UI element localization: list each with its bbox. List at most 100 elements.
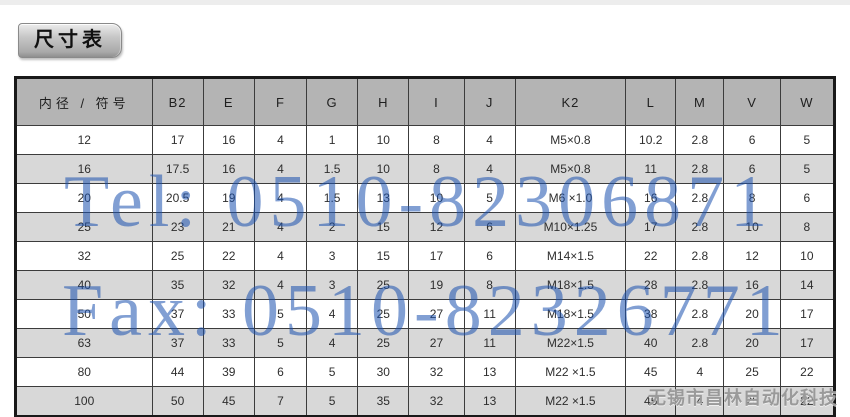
table-cell: 3 bbox=[306, 270, 359, 300]
table-cell: 4 bbox=[253, 154, 308, 184]
table-cell: 1 bbox=[306, 125, 359, 155]
table-cell: 2.8 bbox=[675, 328, 725, 358]
column-header: L bbox=[625, 77, 677, 126]
table-cell: 40 bbox=[15, 270, 153, 300]
dimension-table-wrap: 内径 / 符号 B2 E F G H I J K2 L M V W 12 17 16 4 1 10 8 4 M5×0.8… bbox=[14, 76, 836, 417]
table-cell: 100 bbox=[15, 386, 153, 417]
table-row: 20 20.5 19 4 1.5 13 10 5 M6 ×1.0 16 2.8 8 6 bbox=[15, 183, 836, 213]
table-row: 50 37 33 5 4 25 27 11 M18×1.5 38 2.8 20 17 bbox=[15, 299, 836, 329]
company-watermark: 无锡市昌林自动化科技 bbox=[648, 388, 838, 408]
column-header: K2 bbox=[514, 77, 627, 126]
table-cell: 5 bbox=[253, 328, 308, 358]
table-cell: 13 bbox=[463, 386, 516, 417]
table-cell: 63 bbox=[15, 328, 153, 358]
table-cell: 5 bbox=[779, 154, 836, 184]
table-cell: 8 bbox=[408, 125, 465, 155]
table-cell: 12 bbox=[15, 125, 153, 155]
table-cell: 45 bbox=[625, 386, 677, 417]
table-cell: 3 bbox=[306, 241, 359, 271]
table-cell: M5×0.8 bbox=[514, 125, 627, 155]
table-cell: 10 bbox=[357, 154, 410, 184]
table-cell: M18×1.5 bbox=[514, 270, 627, 300]
table-cell: 17 bbox=[779, 299, 836, 329]
table-row: 40 35 32 4 3 25 19 8 M18×1.5 28 2.8 16 14 bbox=[15, 270, 836, 300]
table-cell: 4 bbox=[253, 241, 308, 271]
table-cell: 44 bbox=[151, 357, 204, 387]
table-cell: M18×1.5 bbox=[514, 299, 627, 329]
table-cell: 8 bbox=[408, 154, 465, 184]
table-cell: 4 bbox=[675, 386, 725, 417]
table-cell: 5 bbox=[306, 386, 359, 417]
table-cell: 17 bbox=[625, 212, 677, 242]
table-header: 内径 / 符号 B2 E F G H I J K2 L M V W bbox=[15, 77, 836, 126]
table-cell: 50 bbox=[15, 299, 153, 329]
table-cell: 6 bbox=[253, 357, 308, 387]
table-cell: M22×1.5 bbox=[514, 328, 627, 358]
table-cell: 37 bbox=[151, 328, 204, 358]
column-header: E bbox=[202, 77, 255, 126]
table-cell: 11 bbox=[625, 154, 677, 184]
table-row: 16 17.5 16 4 1.5 10 8 4 M5×0.8 11 2.8 6 5 bbox=[15, 154, 836, 184]
table-cell: M10×1.25 bbox=[514, 212, 627, 242]
table-cell: 80 bbox=[15, 357, 153, 387]
table-cell: 10 bbox=[779, 241, 836, 271]
table-cell: 4 bbox=[253, 212, 308, 242]
table-cell: 4 bbox=[253, 183, 308, 213]
table-cell: 25 bbox=[357, 328, 410, 358]
dimension-table: 内径 / 符号 B2 E F G H I J K2 L M V W 12 17 16 4 1 10 8 4 M5×0.8… bbox=[14, 76, 836, 417]
top-strip bbox=[0, 0, 850, 5]
table-cell: 6 bbox=[463, 241, 516, 271]
table-cell: M14×1.5 bbox=[514, 241, 627, 271]
table-cell: 8 bbox=[723, 183, 781, 213]
table-cell: 17.5 bbox=[151, 154, 204, 184]
table-cell: 17 bbox=[779, 328, 836, 358]
table-cell: 4 bbox=[463, 125, 516, 155]
table-cell: 12 bbox=[408, 212, 465, 242]
table-cell: 20 bbox=[723, 328, 781, 358]
table-cell: 4 bbox=[253, 270, 308, 300]
table-cell: 6 bbox=[779, 183, 836, 213]
table-cell: 20.5 bbox=[151, 183, 204, 213]
column-header: J bbox=[463, 77, 516, 126]
table-cell: 50 bbox=[151, 386, 204, 417]
header-row: 内径 / 符号 B2 E F G H I J K2 L M V W bbox=[15, 77, 836, 126]
table-cell: 2.8 bbox=[675, 299, 725, 329]
column-header: F bbox=[253, 77, 308, 126]
table-cell: 8 bbox=[779, 212, 836, 242]
table-cell: 5 bbox=[779, 125, 836, 155]
table-cell: 40 bbox=[625, 328, 677, 358]
table-cell: 16 bbox=[625, 183, 677, 213]
table-cell: 13 bbox=[357, 183, 410, 213]
table-cell: 16 bbox=[723, 270, 781, 300]
table-cell: 2.8 bbox=[675, 212, 725, 242]
table-cell: 19 bbox=[202, 183, 255, 213]
table-cell: 13 bbox=[463, 357, 516, 387]
table-cell: 32 bbox=[15, 241, 153, 271]
table-cell: 4 bbox=[463, 154, 516, 184]
table-cell: 7 bbox=[253, 386, 308, 417]
table-row: 32 25 22 4 3 15 17 6 M14×1.5 22 2.8 12 10 bbox=[15, 241, 836, 271]
table-cell: 17 bbox=[408, 241, 465, 271]
table-cell: 16 bbox=[15, 154, 153, 184]
table-cell: 32 bbox=[408, 357, 465, 387]
column-header: V bbox=[723, 77, 781, 126]
column-header: B2 bbox=[151, 77, 204, 126]
column-header: 内径 / 符号 bbox=[15, 77, 153, 126]
table-cell: 12 bbox=[723, 241, 781, 271]
table-cell: 35 bbox=[357, 386, 410, 417]
table-cell: 25 bbox=[151, 241, 204, 271]
table-cell: 1.5 bbox=[306, 154, 359, 184]
column-header: H bbox=[357, 77, 410, 126]
title-badge: 尺寸表 bbox=[18, 23, 122, 58]
table-cell: 10.2 bbox=[625, 125, 677, 155]
column-header: W bbox=[779, 77, 836, 126]
table-cell: 4 bbox=[253, 125, 308, 155]
table-row: 12 17 16 4 1 10 8 4 M5×0.8 10.2 2.8 6 5 bbox=[15, 125, 836, 155]
table-cell: 6 bbox=[723, 125, 781, 155]
table-cell: 4 bbox=[675, 357, 725, 387]
table-cell: 5 bbox=[306, 357, 359, 387]
table-cell: 6 bbox=[723, 154, 781, 184]
table-cell: 32 bbox=[202, 270, 255, 300]
table-cell: 6 bbox=[463, 212, 516, 242]
